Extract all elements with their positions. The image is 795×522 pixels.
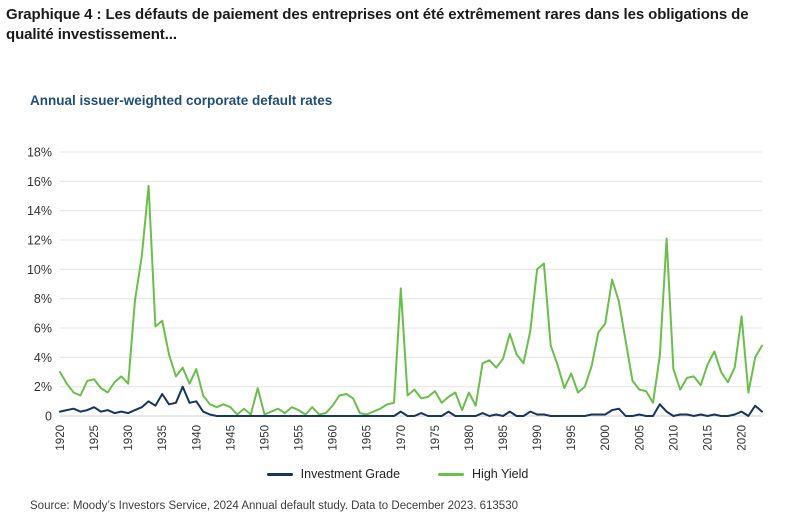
x-axis-tick-label: 2015 — [703, 425, 715, 451]
x-axis-tick-label: 1995 — [566, 425, 578, 451]
x-axis-tick-label: 2010 — [668, 425, 680, 451]
x-axis-tick-label: 1920 — [55, 425, 67, 451]
legend-item-investment-grade: Investment Grade — [266, 467, 401, 481]
chart-legend: Investment Grade High Yield — [0, 467, 795, 481]
y-axis-tick-label: 10% — [27, 263, 52, 277]
x-axis-tick-label: 1940 — [191, 425, 203, 451]
y-axis-tick-label: 6% — [34, 322, 52, 336]
x-axis-tick-label: 1925 — [89, 425, 101, 451]
x-axis-tick-label: 1935 — [157, 425, 169, 451]
y-axis-tick-label: 12% — [27, 234, 52, 248]
legend-item-high-yield: High Yield — [438, 467, 528, 481]
x-axis-tick-label: 1990 — [532, 425, 544, 451]
chart-title: Annual issuer-weighted corporate default… — [30, 93, 333, 108]
y-axis-tick-label: 8% — [34, 292, 52, 306]
y-axis-tick-label: 2% — [34, 380, 52, 394]
y-axis-tick-label: 0 — [45, 410, 52, 424]
x-axis-tick-label: 1980 — [464, 425, 476, 451]
figure-caption: Graphique 4 : Les défauts de paiement de… — [6, 6, 749, 44]
y-axis-tick-label: 16% — [27, 175, 52, 189]
y-axis-tick-label: 18% — [27, 146, 52, 160]
source-note: Source: Moody’s Investors Service, 2024 … — [30, 500, 518, 512]
default-rates-line-chart: 0 2% 4% 6% 8% 10% 12% 14% 16% 18% 1920 1925 1930 1935… — [27, 146, 763, 451]
y-axis-tick-label: 14% — [27, 204, 52, 218]
y-axis-tick-label: 4% — [34, 351, 52, 365]
x-axis-tick-label: 1950 — [260, 425, 272, 451]
x-axis-tick-label: 1985 — [498, 425, 510, 451]
x-axis-tick-label: 1945 — [225, 425, 237, 451]
legend-label-investment-grade: Investment Grade — [300, 467, 401, 481]
investment-grade-line-swatch — [266, 472, 293, 476]
legend-label-high-yield: High Yield — [472, 467, 529, 481]
x-axis-tick-label: 2005 — [634, 425, 646, 451]
x-axis-tick-label: 1970 — [396, 425, 408, 451]
x-axis-tick-label: 1965 — [362, 425, 374, 451]
high-yield-line-swatch — [438, 472, 465, 476]
high-yield-line — [59, 184, 763, 416]
x-axis-tick-label: 1960 — [328, 425, 340, 451]
x-axis-tick-label: 2020 — [737, 425, 749, 451]
x-axis-tick-label: 1955 — [294, 425, 306, 451]
x-axis-tick-label: 1975 — [430, 425, 442, 451]
x-axis-tick-label: 1930 — [123, 425, 135, 451]
x-axis-tick-label: 2000 — [600, 425, 612, 451]
investment-grade-line — [59, 385, 763, 417]
